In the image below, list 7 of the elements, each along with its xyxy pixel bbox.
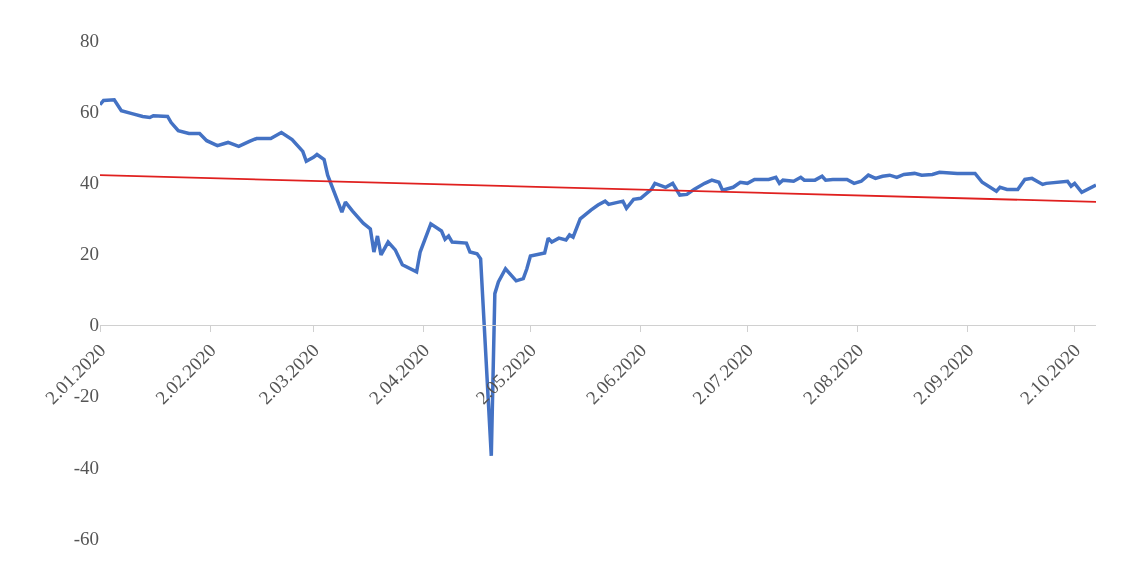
y-tick-label: -60 xyxy=(73,527,99,549)
y-tick-label: 20 xyxy=(80,243,99,265)
y-tick-label: 40 xyxy=(80,171,99,193)
y-tick-label: 0 xyxy=(89,314,99,336)
y-tick-label: -40 xyxy=(73,456,99,478)
y-tick-label: 80 xyxy=(80,29,99,51)
y-tick-label: 60 xyxy=(80,100,99,122)
